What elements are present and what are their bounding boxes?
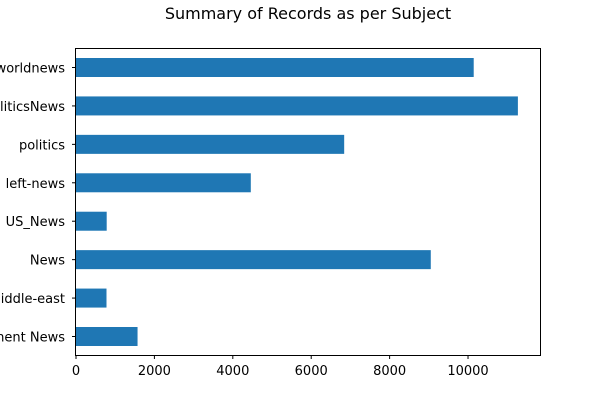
x-tick-label: 2000 <box>138 364 171 379</box>
x-tick-label: 8000 <box>373 364 406 379</box>
bar-news <box>76 250 431 270</box>
y-tick-label: News <box>30 254 65 269</box>
bar-politics <box>76 134 345 154</box>
y-tick-label: politicsNews <box>0 100 65 115</box>
bar-worldnews <box>76 58 474 77</box>
bar-government-news <box>76 327 138 346</box>
bar-politicsnews <box>76 96 518 116</box>
bar-left-news <box>76 173 251 193</box>
x-tick-label: 4000 <box>216 364 249 379</box>
y-tick-label: left-news <box>6 177 66 192</box>
bar-us-news <box>76 211 107 231</box>
plot-frame <box>75 48 541 356</box>
bars-group <box>76 58 518 346</box>
y-axis-ticks: worldnews politicsNews politics left-news US… <box>0 62 76 346</box>
x-tick-label: 0 <box>72 364 80 379</box>
y-tick-label: Middle-east <box>0 292 65 307</box>
y-tick-label: worldnews <box>0 62 65 77</box>
x-axis-ticks: 0 2000 4000 6000 8000 10000 <box>72 355 489 379</box>
y-tick-label: US_News <box>6 215 66 230</box>
bar-middle-east <box>76 288 107 308</box>
chart-title: Summary of Records as per Subject <box>165 4 451 23</box>
x-tick-label: 6000 <box>295 364 328 379</box>
y-tick-label: Government News <box>0 331 65 346</box>
x-tick-label: 10000 <box>447 364 488 379</box>
y-tick-label: politics <box>19 138 65 153</box>
